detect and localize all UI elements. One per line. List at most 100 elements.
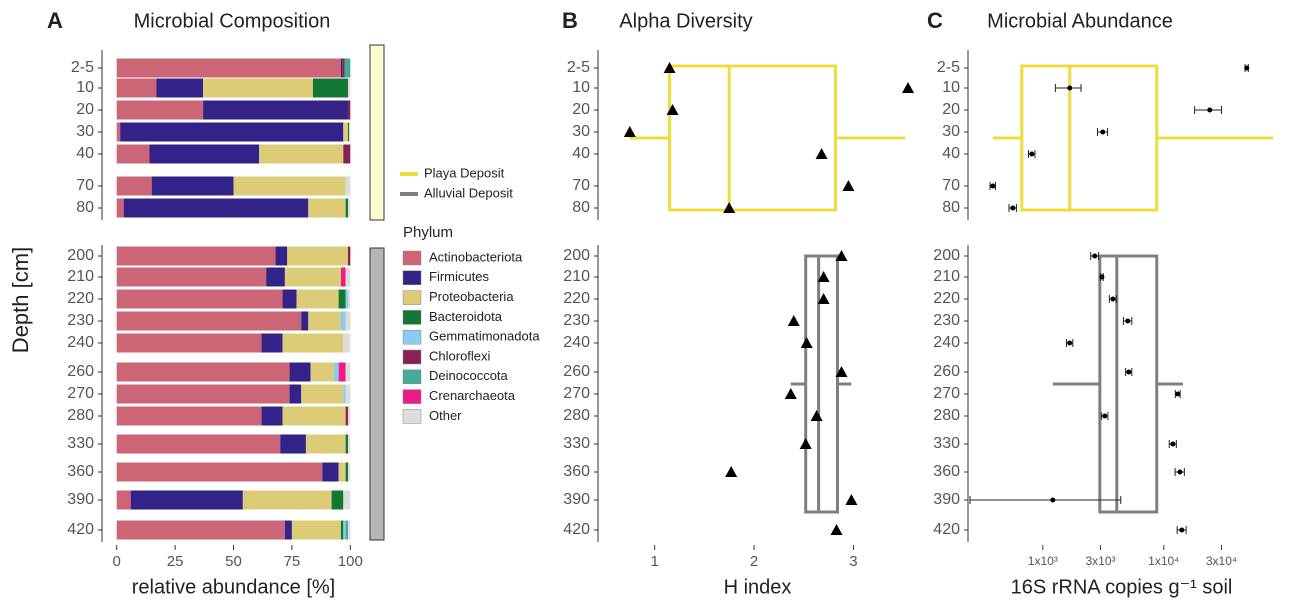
bar-segment — [259, 144, 344, 164]
point — [1099, 274, 1105, 280]
y-tick-label: 420 — [563, 521, 590, 538]
legend-label: Bacteroidota — [429, 309, 503, 324]
bar-segment — [308, 198, 346, 218]
box — [1098, 254, 1159, 514]
y-tick-label: 420 — [933, 521, 960, 538]
legend-label: Gemmatimonadota — [429, 329, 540, 344]
bar-segment — [116, 198, 124, 218]
point — [835, 250, 848, 261]
bar-segment — [345, 362, 351, 382]
bar-segment — [242, 490, 332, 510]
bar-segment — [130, 490, 243, 510]
bar-segment — [343, 490, 351, 510]
bar-segment — [203, 78, 313, 98]
y-tick-label: 40 — [942, 145, 960, 162]
bar-segment — [345, 311, 351, 331]
bar-segment — [310, 362, 334, 382]
panel-letter: C — [927, 8, 943, 33]
bar-segment — [116, 311, 302, 331]
y-tick-label: 20 — [76, 101, 94, 118]
x-tick-label: 3x10⁴ — [1206, 554, 1237, 568]
point — [799, 438, 812, 449]
point — [1244, 65, 1250, 71]
bar-segment — [331, 490, 344, 510]
bar-segment — [116, 267, 267, 287]
legend-label: Crenarchaeota — [429, 388, 516, 403]
y-tick-label: 390 — [933, 491, 960, 508]
y-tick-label: 220 — [67, 290, 94, 307]
legend-swatch — [402, 290, 422, 305]
bar-segment — [345, 198, 348, 218]
chart-title: Alpha Diversity — [619, 10, 752, 32]
point — [1125, 318, 1131, 324]
x-axis-title: relative abundance [%] — [132, 576, 335, 598]
bar-segment — [120, 122, 344, 142]
bar-segment — [347, 198, 351, 218]
legend-label: Chloroflexi — [429, 348, 491, 363]
x-tick-label: 3x10³ — [1086, 554, 1116, 568]
strata-playa — [369, 44, 385, 221]
y-tick-label: 360 — [563, 463, 590, 480]
bar-segment — [345, 462, 348, 482]
bar-segment — [345, 406, 348, 426]
bar-segment — [347, 78, 351, 98]
point — [845, 494, 858, 505]
bar-segment — [296, 289, 339, 309]
y-tick-label: 240 — [933, 334, 960, 351]
legend-label: Actinobacteriota — [429, 249, 523, 264]
y-tick-label: 10 — [572, 79, 590, 96]
bar-segment — [261, 406, 283, 426]
y-tick-label: 210 — [563, 268, 590, 285]
y-tick-label: 20 — [572, 101, 590, 118]
y-tick-label: 10 — [942, 79, 960, 96]
y-tick-label: 330 — [933, 435, 960, 452]
point — [1102, 413, 1108, 419]
y-tick-label: 200 — [67, 247, 94, 264]
bar-segment — [333, 362, 339, 382]
bar-segment — [343, 333, 351, 353]
legend-swatch — [402, 409, 422, 424]
bar-segment — [116, 434, 281, 454]
y-tick-label: 10 — [76, 79, 94, 96]
bar-segment — [308, 311, 341, 331]
bar-segment — [347, 462, 351, 482]
bar-segment — [116, 333, 262, 353]
y-tick-label: 80 — [942, 199, 960, 216]
y-tick-label: 330 — [67, 435, 94, 452]
bar-segment — [289, 384, 302, 404]
legend-swatch — [402, 310, 422, 325]
y-tick-label: 2-5 — [71, 59, 94, 76]
point — [800, 337, 813, 348]
bar-segment — [116, 490, 131, 510]
point — [817, 271, 830, 282]
y-tick-label: 70 — [572, 177, 590, 194]
y-tick-label: 80 — [572, 199, 590, 216]
y-tick-label: 20 — [942, 101, 960, 118]
box — [668, 64, 838, 212]
strata-alluvial — [369, 247, 385, 541]
point — [1092, 253, 1098, 259]
legend-label: Other — [429, 408, 462, 423]
bar-segment — [233, 176, 346, 196]
bar-segment — [340, 520, 344, 540]
point — [902, 82, 915, 93]
y-tick-label: 220 — [933, 290, 960, 307]
bar-segment — [284, 267, 341, 287]
bar-segment — [282, 406, 346, 426]
bar-segment — [301, 384, 344, 404]
y-tick-label: 30 — [76, 123, 94, 140]
point — [817, 293, 830, 304]
bar-segment — [343, 520, 346, 540]
y-tick-label: 360 — [933, 463, 960, 480]
point — [830, 524, 843, 535]
bar-segment — [345, 434, 348, 454]
bar-segment — [287, 246, 348, 266]
y-tick-label: 200 — [933, 247, 960, 264]
legend-label: Proteobacteria — [429, 289, 514, 304]
bar-segment — [338, 289, 346, 309]
x-tick-label: 0 — [113, 553, 121, 570]
y-tick-label: 240 — [563, 334, 590, 351]
bar-segment — [116, 176, 152, 196]
bar-segment — [347, 289, 351, 309]
point — [725, 466, 738, 477]
